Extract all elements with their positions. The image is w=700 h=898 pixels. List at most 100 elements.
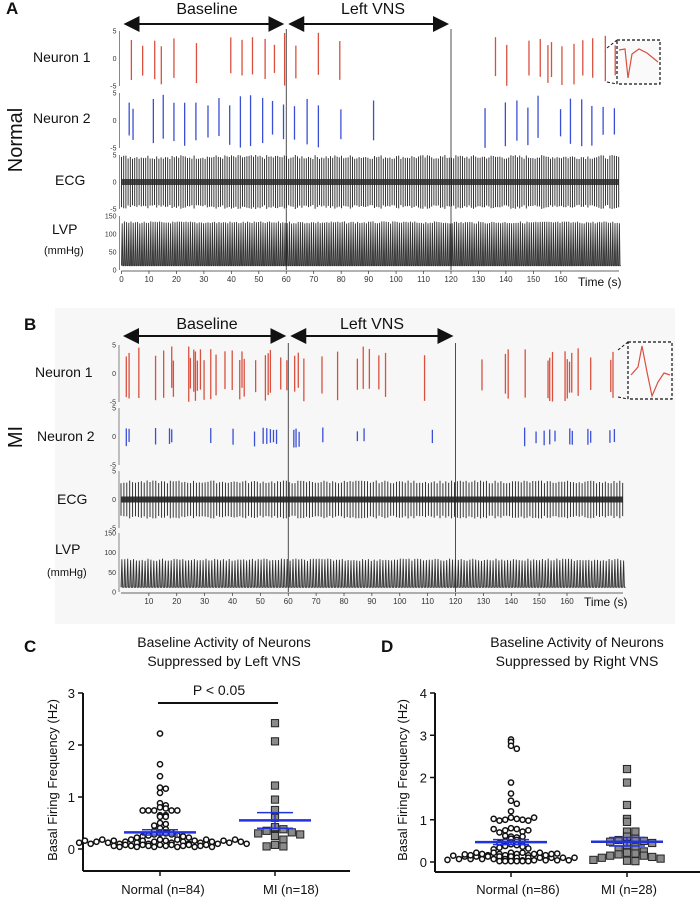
panel-a-time-tick-label: 120 [444,275,458,284]
panel-c-data-point [202,841,210,849]
panel-c-data-point [214,840,222,848]
panel-a-time-axis-label: Time (s) [578,275,622,289]
panel-b-time-axis-label: Time (s) [584,595,628,609]
panel-c-data-point [220,837,227,845]
panel-b-time-tick-label: 30 [200,597,209,606]
panel-d-data-point [530,850,538,858]
panel-b-time-tick-label: 20 [172,597,181,606]
panel-b-ecg-baseline [121,496,623,503]
panel-b-lvp-y-tick: 100 [104,550,116,557]
panel-d-data-point [559,854,567,862]
panel-d-scatter: 0 1 2 3 4 [420,686,700,877]
panel-c-data-point [179,842,187,850]
panel-c-data-point [127,842,135,850]
panel-a-neuron1-y-tick: -5 [110,84,116,91]
panel-d-data-point [513,825,521,833]
panel-a-time-tick-label: 160 [554,275,568,284]
panel-c-data-point [191,843,198,851]
panel-d-data-point [455,855,463,863]
panel-b-time-tick-label: 140 [505,597,519,606]
panel-b-letter: B [24,315,36,334]
panel-b-ecg-y-tick: 5 [112,469,116,476]
panel-b-time-tick-label: 130 [477,597,491,606]
panel-c-data-point [162,820,170,828]
panel-d-data-point [548,850,555,858]
panel-b-time-tick-label: 10 [144,597,153,606]
panel-d-data-point [606,851,615,860]
panel-c-data-point [270,781,280,790]
panel-c-data-point [133,834,141,841]
panel-d-y-tick-label: 1 [420,813,427,828]
panel-c-data-point [270,737,280,746]
panel-d-data-point [444,856,451,864]
panel-d-category-normal: Normal (n=86) [476,882,559,897]
panel-c-data-point [191,837,198,845]
panel-d-data-point [501,816,509,824]
panel-b-time-tick-label: 90 [367,597,376,606]
panel-c-scatter: 0 1 2 3 [68,686,350,876]
panel-a-spike-waveform [618,48,659,79]
panel-a-group-label: Normal [5,108,27,172]
panel-d-data-point [542,851,550,859]
panel-a-time-tick-label: 20 [172,275,181,284]
panel-d-data-point [507,807,515,815]
panel-c-data-point [162,805,170,812]
panel-a-lvp-label: LVP [52,221,77,237]
panel-c-data-point [156,804,164,811]
panel-d-data-point [656,854,665,863]
panel-d-data-point [507,814,515,821]
panel-c-data-point [150,822,158,829]
panel-b-time-tick-label: 100 [393,597,407,606]
panel-c-data-point [139,841,147,849]
panel-d-data-point [467,851,474,859]
panel-c-data-point [133,843,141,851]
panel-d-data-point [622,856,632,865]
panel-d-y-axis-label: Basal Firing Frequency (Hz) [395,699,410,861]
panel-b-inset-connector [617,341,629,400]
panel-d-data-point [490,825,498,833]
panel-d-data-point [501,826,509,834]
panel-a-neuron2-y-tick: 0 [113,118,117,125]
panel-c-data-point [156,784,164,791]
panel-c-data-point [270,719,280,728]
panel-c-data-point [145,842,152,850]
panel-b-time-tick-label: 110 [421,597,434,606]
panel-d-data-point [507,742,515,750]
panel-c-data-point [185,834,193,841]
panel-d-data-point [648,838,657,848]
panel-c-data-point [287,828,296,837]
panel-a-time-tick-label: 80 [337,275,346,284]
panel-d-data-point [519,857,526,865]
panel-d-data-point [536,849,544,857]
panel-a-vns-label: Left VNS [341,1,405,18]
panel-d-data-point [519,849,526,857]
panel-c-data-point [173,836,181,843]
panel-b-neuron2-label: Neuron 2 [37,428,95,444]
panel-a-neuron1-label: Neuron 1 [33,49,91,65]
panel-c-data-point [279,825,288,834]
panel-d-data-point [507,857,515,865]
panel-d-data-point [513,745,521,753]
panel-d-data-point [507,797,515,805]
panel-d-title-line1: Baseline Activity of Neurons [490,634,664,650]
panel-b-neuron1-y-tick: -5 [110,400,116,407]
panel-d-data-point [519,816,526,824]
panel-c-data-point [262,842,271,851]
panel-a-time-tick-label: 70 [309,275,318,284]
panel-d-data-point [622,800,632,810]
panel-d-data-point [524,845,532,852]
panel-b-lvp-unit: (mmHg) [47,567,87,579]
panel-b-spike-waveform [630,345,671,398]
panel-a-time-tick-label: 30 [199,275,208,284]
panel-b-neuron2-y-tick: 5 [112,406,116,413]
panel-c-category-mi: MI (n=18) [263,882,319,897]
panel-a-time-tick-label: 100 [389,275,403,284]
panel-b-time-tick-label: 60 [284,597,293,606]
panel-c-data-point [162,813,170,821]
panel-a-time-tick-label: 140 [499,275,513,284]
panel-c-data-point [173,807,181,814]
panel-b-vns-label: Left VNS [340,316,404,333]
panel-a-time-tick-label: 150 [527,275,541,284]
panel-c-data-point [162,837,170,845]
